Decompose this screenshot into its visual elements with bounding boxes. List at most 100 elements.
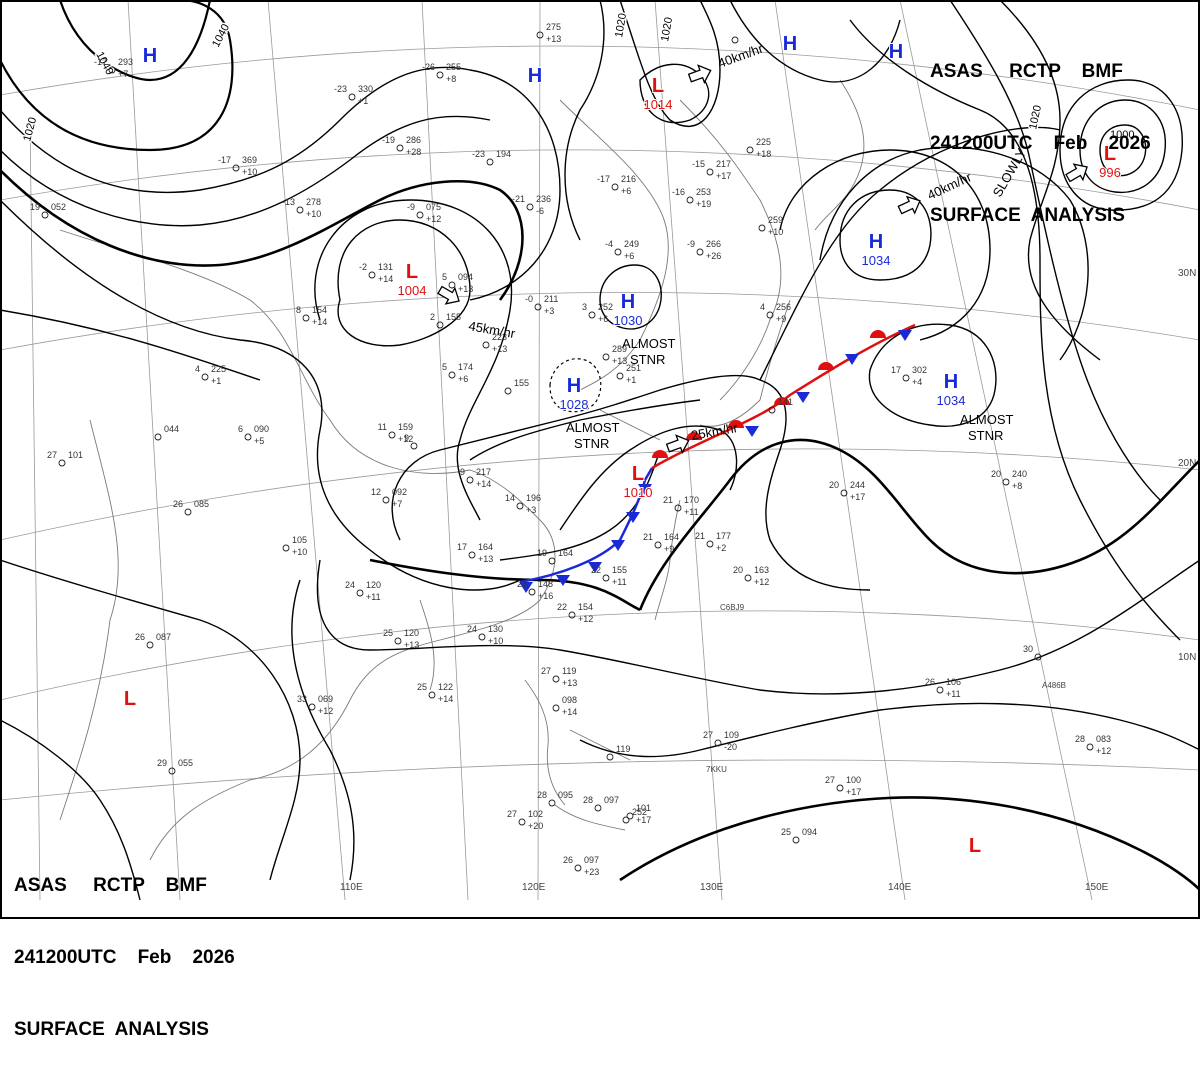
station-temp: 4 (195, 364, 200, 374)
isobar (839, 189, 932, 281)
station-plot: 5 094 +13 (442, 272, 473, 294)
coastline (814, 79, 865, 231)
station-plot: 29 055 (157, 758, 193, 775)
station-plot: 26 097 +23 (563, 855, 599, 877)
station-plot: 21 164 +9 (643, 532, 679, 554)
isobar (0, 0, 234, 152)
station-circle (568, 611, 576, 619)
station-circle (146, 641, 154, 649)
center-symbol: H (143, 45, 157, 67)
station-temp: 20 (991, 469, 1001, 479)
parallel-line (0, 759, 1200, 801)
station-temp: 27 (47, 450, 57, 460)
lon-label: 130E (700, 882, 724, 893)
station-circle (766, 311, 774, 319)
station-tendency: +2 (716, 543, 726, 553)
station-circle (388, 431, 396, 439)
coastline (419, 599, 435, 691)
station-temp: 26 (135, 632, 145, 642)
station-pressure: 225 (756, 137, 771, 147)
station-plot: -0 211 +3 (525, 294, 558, 316)
station-circle (108, 66, 116, 74)
station-tendency: +10 (768, 227, 783, 237)
station-pressure: 154 (578, 602, 593, 612)
station-circle (616, 372, 624, 380)
station-circle (184, 508, 192, 516)
station-temp: -13 (282, 197, 295, 207)
station-pressure: 251 (626, 363, 641, 373)
station-pressure: 090 (254, 424, 269, 434)
station-plot: 3 252 +6 (582, 302, 613, 324)
station-pressure: 130 (488, 624, 503, 634)
station-pressure: 154 (312, 305, 327, 315)
station-circle (528, 588, 536, 596)
station-tendency: +7 (118, 69, 128, 79)
station-circle (482, 341, 490, 349)
label-line: ALMOST (960, 412, 1014, 427)
high-pressure-center: H (142, 44, 158, 68)
center-symbol: L (124, 688, 136, 710)
station-pressure: 252 (598, 302, 613, 312)
station-temp: 11 (378, 422, 387, 432)
station-tendency: +7 (392, 499, 402, 509)
station-circle (504, 387, 512, 395)
station-pressure: 148 (538, 579, 553, 589)
station-temp: 9 (404, 433, 409, 443)
station-temp: -16 (672, 187, 685, 197)
isobar (779, 149, 991, 341)
station-plot: 24 120 +11 (345, 580, 381, 602)
station-tendency: +13 (492, 344, 507, 354)
station-plot: 27 109 -20 (703, 730, 739, 752)
station-pressure: 163 (754, 565, 769, 575)
station-plot: 2 155 (430, 312, 461, 329)
station-circle (674, 504, 682, 512)
station-circle (536, 31, 544, 39)
center-symbol: H (869, 231, 883, 253)
station-plot: 155 (504, 378, 529, 395)
station-tendency: +17 (846, 787, 861, 797)
station-temp: 6 (238, 424, 243, 434)
center-symbol: L (652, 75, 664, 97)
station-circle (552, 704, 560, 712)
high-pressure-center: H (888, 40, 904, 64)
station-plot: 27 100 +17 (825, 775, 861, 797)
station-circle (548, 799, 556, 807)
station-circle (792, 836, 800, 844)
station-plot: 19 052 (30, 202, 66, 219)
station-temp: 27 (541, 666, 551, 676)
station-plot: 26 106 +11 (925, 677, 961, 699)
station-plot: 25 122 +14 (417, 682, 453, 704)
motion-arrow (1065, 163, 1088, 183)
station-pressure: 289 (612, 344, 627, 354)
header-line-3: SURFACE ANALYSIS (930, 205, 1125, 226)
station-pressure: 092 (392, 487, 407, 497)
station-circle (758, 224, 766, 232)
station-plot: 21 170 +11 (663, 495, 699, 517)
station-plot: -19 286 +28 (382, 135, 421, 157)
station-tendency: +13 (546, 34, 561, 44)
coastline (149, 779, 251, 861)
station-pressure: 252 (632, 807, 647, 817)
station-tendency: +10 (242, 167, 257, 177)
warm-front-semicircle (728, 420, 744, 428)
station-temp: 21 (663, 495, 673, 505)
isobar (0, 199, 521, 591)
station-plot: 20 240 +8 (991, 469, 1027, 491)
station-temp: 25 (417, 682, 427, 692)
meridian-line (267, 0, 346, 901)
station-tendency: +11 (612, 577, 627, 587)
center-value: 1034 (937, 393, 966, 408)
station-circle (516, 502, 524, 510)
warm-front-semicircle (870, 330, 886, 338)
meridian-line (127, 0, 181, 901)
station-pressure: 256 (776, 302, 791, 312)
station-temp: -17 (94, 57, 107, 67)
station-plot: 28 095 (537, 790, 573, 807)
station-tendency: +23 (584, 867, 599, 877)
isobar-label: 1020 (659, 16, 675, 42)
station-pressure: 087 (156, 632, 171, 642)
center-symbol: H (621, 291, 635, 313)
